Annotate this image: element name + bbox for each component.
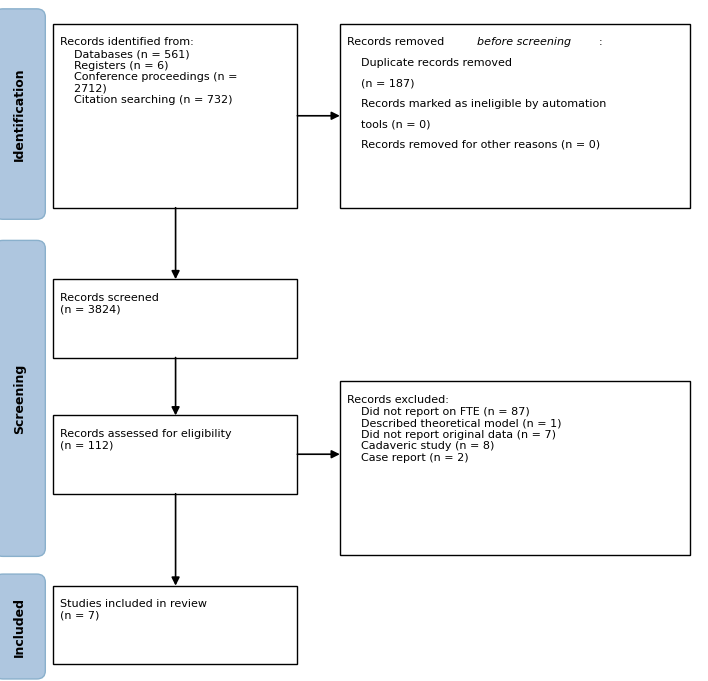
- Text: (n = 187): (n = 187): [347, 78, 414, 89]
- Text: Records removed: Records removed: [347, 37, 447, 48]
- FancyBboxPatch shape: [0, 574, 45, 679]
- Text: Records identified from:
    Databases (n = 561)
    Registers (n = 6)
    Confe: Records identified from: Databases (n = …: [60, 37, 238, 106]
- FancyBboxPatch shape: [340, 381, 690, 555]
- FancyBboxPatch shape: [53, 586, 297, 664]
- FancyBboxPatch shape: [53, 279, 297, 358]
- FancyBboxPatch shape: [0, 9, 45, 219]
- Text: Identification: Identification: [13, 67, 26, 161]
- Text: :: :: [598, 37, 602, 48]
- Text: Records screened
(n = 3824): Records screened (n = 3824): [60, 293, 159, 315]
- Text: Records marked as ineligible by automation: Records marked as ineligible by automati…: [347, 99, 606, 109]
- FancyBboxPatch shape: [53, 415, 297, 494]
- FancyBboxPatch shape: [53, 24, 297, 208]
- Text: Records excluded:
    Did not report on FTE (n = 87)
    Described theoretical m: Records excluded: Did not report on FTE …: [347, 395, 561, 463]
- Text: tools (n = 0): tools (n = 0): [347, 119, 430, 129]
- Text: Duplicate records removed: Duplicate records removed: [347, 58, 512, 68]
- Text: Included: Included: [13, 597, 26, 656]
- FancyBboxPatch shape: [340, 24, 690, 208]
- FancyBboxPatch shape: [0, 240, 45, 556]
- Text: Screening: Screening: [13, 363, 26, 434]
- Text: before screening: before screening: [477, 37, 571, 48]
- Text: Records assessed for eligibility
(n = 112): Records assessed for eligibility (n = 11…: [60, 429, 232, 451]
- Text: Records removed for other reasons (n = 0): Records removed for other reasons (n = 0…: [347, 140, 600, 150]
- Text: Studies included in review
(n = 7): Studies included in review (n = 7): [60, 599, 207, 621]
